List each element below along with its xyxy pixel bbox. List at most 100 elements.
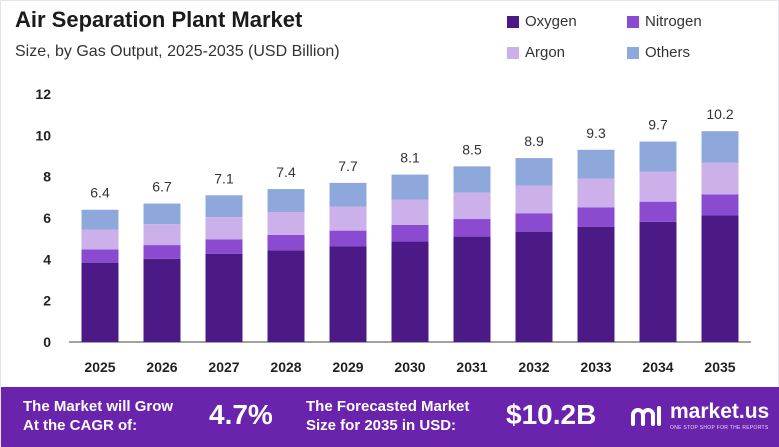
bar-segment-argon [515, 185, 553, 214]
legend: Oxygen Nitrogen Argon Others [1, 1, 779, 81]
cagr-label-line2: At the CAGR of: [23, 417, 138, 434]
bar-segment-argon [81, 229, 119, 250]
bar-segment-oxygen [143, 258, 181, 342]
legend-swatch-nitrogen [627, 15, 639, 28]
bar-segment-oxygen [701, 215, 739, 342]
bar-segment-others [267, 189, 305, 213]
bar-total-label: 7.1 [214, 170, 234, 186]
stacked-bar-chart: 0 2 4 6 8 10 12 6.4 2025 6.7 2026 7.1 2027 7.4 2028 7.7… [35, 86, 751, 375]
bar-segment-argon [329, 206, 367, 231]
bar-segment-oxygen [577, 226, 615, 342]
legend-item-argon: Argon [507, 44, 565, 61]
legend-label-argon: Argon [525, 44, 566, 61]
bar-total-label: 8.9 [524, 133, 544, 149]
bar-segment-nitrogen [515, 213, 553, 232]
bar-segment-oxygen [329, 246, 367, 342]
x-tick-label: 2031 [456, 359, 487, 375]
forecast-label: The Forecasted Market Size for 2035 in U… [306, 397, 469, 435]
legend-label-oxygen: Oxygen [525, 13, 577, 30]
x-tick-label: 2033 [580, 359, 611, 375]
x-tick-label: 2026 [146, 359, 177, 375]
x-tick-label: 2032 [518, 359, 549, 375]
x-tick-label: 2029 [332, 359, 363, 375]
bar-segment-argon [205, 217, 243, 240]
bar-segment-others [577, 149, 615, 179]
bar-segment-others [391, 174, 429, 200]
bar-segment-argon [453, 192, 491, 220]
bar-segment-argon [701, 162, 739, 195]
bar-segment-oxygen [81, 262, 119, 342]
legend-item-others: Others [627, 44, 690, 61]
footer-banner: The Market will Grow At the CAGR of: 4.7… [1, 387, 779, 447]
x-tick-label: 2025 [84, 359, 115, 375]
bar-segment-nitrogen [267, 234, 305, 251]
bar-segment-argon [577, 178, 615, 208]
bar-segment-nitrogen [205, 239, 243, 254]
bar-segment-oxygen [391, 241, 429, 342]
legend-item-nitrogen: Nitrogen [627, 13, 702, 30]
bar-segment-oxygen [205, 253, 243, 342]
bar-segment-argon [391, 199, 429, 225]
legend-swatch-argon [507, 46, 519, 59]
x-tick-label: 2035 [704, 359, 735, 375]
x-tick-label: 2027 [208, 359, 239, 375]
bar-total-label: 8.5 [462, 141, 482, 157]
bar-segment-nitrogen [143, 245, 181, 259]
bar-segment-nitrogen [453, 219, 491, 237]
bar-segment-argon [639, 171, 677, 202]
chart-title: Air Separation Plant Market [15, 7, 303, 32]
bar-segment-oxygen [267, 250, 305, 342]
x-tick-label: 2028 [270, 359, 301, 375]
y-tick-label: 10 [35, 127, 51, 143]
bar-total-label: 7.4 [276, 164, 296, 180]
bar-segment-oxygen [639, 221, 677, 342]
y-tick-label: 6 [43, 210, 51, 226]
legend-swatch-others [627, 46, 639, 59]
y-tick-label: 12 [35, 86, 51, 102]
forecast-label-line1: The Forecasted Market [306, 398, 470, 415]
cagr-label: The Market will Grow At the CAGR of: [23, 397, 173, 435]
bar-segment-nitrogen [639, 201, 677, 222]
bar-segment-argon [267, 212, 305, 235]
bar-segment-others [81, 209, 119, 230]
y-tick-label: 8 [43, 169, 51, 185]
cagr-label-line1: The Market will Grow [23, 398, 174, 415]
market-us-logo-icon [631, 406, 661, 426]
bar-total-label: 6.7 [152, 179, 172, 195]
x-tick-label: 2034 [642, 359, 673, 375]
legend-swatch-oxygen [507, 15, 519, 28]
forecast-label-line2: Size for 2035 in USD: [306, 417, 457, 434]
bar-segment-argon [143, 224, 181, 246]
bar-total-label: 7.7 [338, 158, 358, 174]
cagr-value: 4.7% [209, 399, 273, 430]
bar-segment-nitrogen [577, 207, 615, 227]
y-tick-label: 0 [43, 334, 51, 350]
forecast-value: $10.2B [506, 399, 597, 430]
brand-tagline: ONE STOP SHOP FOR THE REPORTS [670, 425, 769, 431]
legend-label-others: Others [645, 44, 691, 61]
x-tick-label: 2030 [394, 359, 425, 375]
bar-segment-others [701, 131, 739, 163]
bar-segment-oxygen [515, 231, 553, 342]
bar-segment-others [143, 203, 181, 225]
bar-segment-nitrogen [701, 194, 739, 216]
legend-label-nitrogen: Nitrogen [645, 13, 702, 30]
y-tick-label: 4 [43, 251, 51, 267]
brand-name: market.us [670, 400, 770, 423]
bar-total-label: 9.3 [586, 125, 606, 141]
bar-total-label: 10.2 [706, 106, 733, 122]
bar-segment-nitrogen [329, 230, 367, 247]
bar-segment-nitrogen [391, 224, 429, 242]
bar-segment-oxygen [453, 236, 491, 342]
bar-total-label: 9.7 [648, 117, 668, 133]
legend-item-oxygen: Oxygen [507, 13, 577, 30]
bar-segment-nitrogen [81, 249, 119, 263]
bar-segment-others [639, 141, 677, 172]
bar-segment-others [329, 182, 367, 207]
brand-logo[interactable]: market.us ONE STOP SHOP FOR THE REPORTS [630, 395, 775, 439]
bar-total-label: 6.4 [90, 185, 110, 201]
bar-segment-others [453, 166, 491, 193]
chart-subtitle: Size, by Gas Output, 2025-2035 (USD Bill… [15, 43, 340, 60]
bar-total-label: 8.1 [400, 150, 420, 166]
